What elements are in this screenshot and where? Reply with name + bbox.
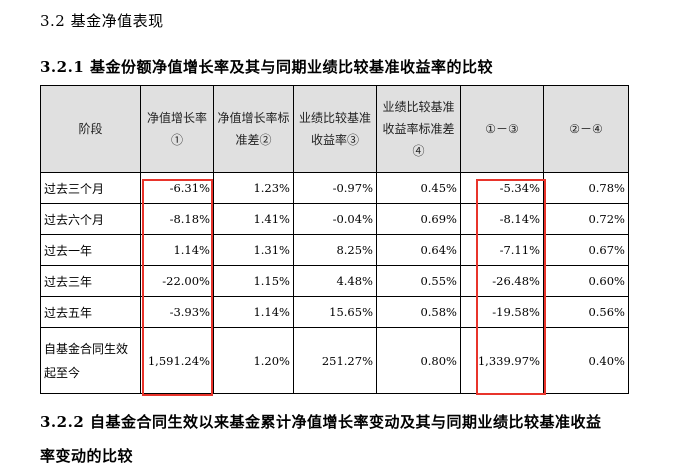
nav-growth-std-cell: 1.20% bbox=[213, 327, 294, 394]
header-benchmark-return: 业绩比较基准收益率③ bbox=[293, 85, 377, 173]
header-nav-growth: 净值增长率① bbox=[140, 85, 214, 173]
row-stage: 过去三个月 bbox=[40, 172, 141, 204]
benchmark-return-cell: 4.48% bbox=[293, 265, 377, 297]
diff-1-3-cell: -26.48% bbox=[460, 265, 544, 297]
benchmark-std-cell: 0.45% bbox=[376, 172, 461, 204]
diff-2-4-cell: 0.78% bbox=[543, 172, 629, 204]
diff-1-3-cell: 1,339.97% bbox=[460, 327, 544, 394]
table-row: 过去三个月 -6.31% 1.23% -0.97% 0.45% -5.34% 0… bbox=[40, 172, 629, 204]
benchmark-return-cell: 251.27% bbox=[293, 327, 377, 394]
diff-1-3-cell: -5.34% bbox=[460, 172, 544, 204]
nav-growth-cell: -3.93% bbox=[140, 296, 214, 328]
header-nav-growth-std: 净值增长率标准差② bbox=[213, 85, 294, 173]
header-diff-2-4: ②－④ bbox=[543, 85, 629, 173]
table-row: 过去三年 -22.00% 1.15% 4.48% 0.55% -26.48% 0… bbox=[40, 265, 629, 297]
diff-2-4-cell: 0.67% bbox=[543, 234, 629, 266]
row-stage: 过去六个月 bbox=[40, 203, 141, 235]
nav-growth-std-cell: 1.15% bbox=[213, 265, 294, 297]
benchmark-std-cell: 0.64% bbox=[376, 234, 461, 266]
nav-growth-std-cell: 1.23% bbox=[213, 172, 294, 204]
row-stage: 过去一年 bbox=[40, 234, 141, 266]
benchmark-return-cell: -0.04% bbox=[293, 203, 377, 235]
benchmark-std-cell: 0.55% bbox=[376, 265, 461, 297]
diff-1-3-cell: -8.14% bbox=[460, 203, 544, 235]
diff-2-4-cell: 0.56% bbox=[543, 296, 629, 328]
performance-table: 阶段 净值增长率① 净值增长率标准差② 业绩比较基准收益率③ 业绩比较基准收益率… bbox=[40, 85, 629, 394]
benchmark-std-cell: 0.80% bbox=[376, 327, 461, 394]
benchmark-return-cell: 8.25% bbox=[293, 234, 377, 266]
row-stage: 过去五年 bbox=[40, 296, 141, 328]
nav-growth-cell: 1,591.24% bbox=[140, 327, 214, 394]
diff-1-3-cell: -7.11% bbox=[460, 234, 544, 266]
subsection-title: 3.2.1 基金份额净值增长率及其与同期业绩比较基准收益率的比较 bbox=[40, 58, 493, 76]
nav-growth-cell: -6.31% bbox=[140, 172, 214, 204]
diff-2-4-cell: 0.60% bbox=[543, 265, 629, 297]
table-row: 过去五年 -3.93% 1.14% 15.65% 0.58% -19.58% 0… bbox=[40, 296, 629, 328]
benchmark-return-cell: -0.97% bbox=[293, 172, 377, 204]
table-row: 过去一年 1.14% 1.31% 8.25% 0.64% -7.11% 0.67… bbox=[40, 234, 629, 266]
row-stage: 自基金合同生效起至今 bbox=[40, 327, 141, 394]
next-section-title-line2: 率变动的比较 bbox=[40, 447, 134, 465]
next-section-title-line1: 3.2.2 自基金合同生效以来基金累计净值增长率变动及其与同期业绩比较基准收益 bbox=[40, 413, 602, 431]
header-diff-1-3: ①－③ bbox=[460, 85, 544, 173]
header-stage: 阶段 bbox=[40, 85, 141, 173]
diff-1-3-cell: -19.58% bbox=[460, 296, 544, 328]
nav-growth-cell: -22.00% bbox=[140, 265, 214, 297]
diff-2-4-cell: 0.40% bbox=[543, 327, 629, 394]
nav-growth-cell: -8.18% bbox=[140, 203, 214, 235]
row-stage: 过去三年 bbox=[40, 265, 141, 297]
header-benchmark-std: 业绩比较基准收益率标准差④ bbox=[376, 85, 461, 173]
table-row: 过去六个月 -8.18% 1.41% -0.04% 0.69% -8.14% 0… bbox=[40, 203, 629, 235]
benchmark-std-cell: 0.69% bbox=[376, 203, 461, 235]
nav-growth-std-cell: 1.14% bbox=[213, 296, 294, 328]
nav-growth-cell: 1.14% bbox=[140, 234, 214, 266]
table-row: 自基金合同生效起至今 1,591.24% 1.20% 251.27% 0.80%… bbox=[40, 327, 629, 394]
nav-growth-std-cell: 1.41% bbox=[213, 203, 294, 235]
nav-growth-std-cell: 1.31% bbox=[213, 234, 294, 266]
diff-2-4-cell: 0.72% bbox=[543, 203, 629, 235]
section-title: 3.2 基金净值表现 bbox=[40, 12, 164, 30]
benchmark-std-cell: 0.58% bbox=[376, 296, 461, 328]
header-row: 阶段 净值增长率① 净值增长率标准差② 业绩比较基准收益率③ 业绩比较基准收益率… bbox=[40, 85, 629, 173]
benchmark-return-cell: 15.65% bbox=[293, 296, 377, 328]
